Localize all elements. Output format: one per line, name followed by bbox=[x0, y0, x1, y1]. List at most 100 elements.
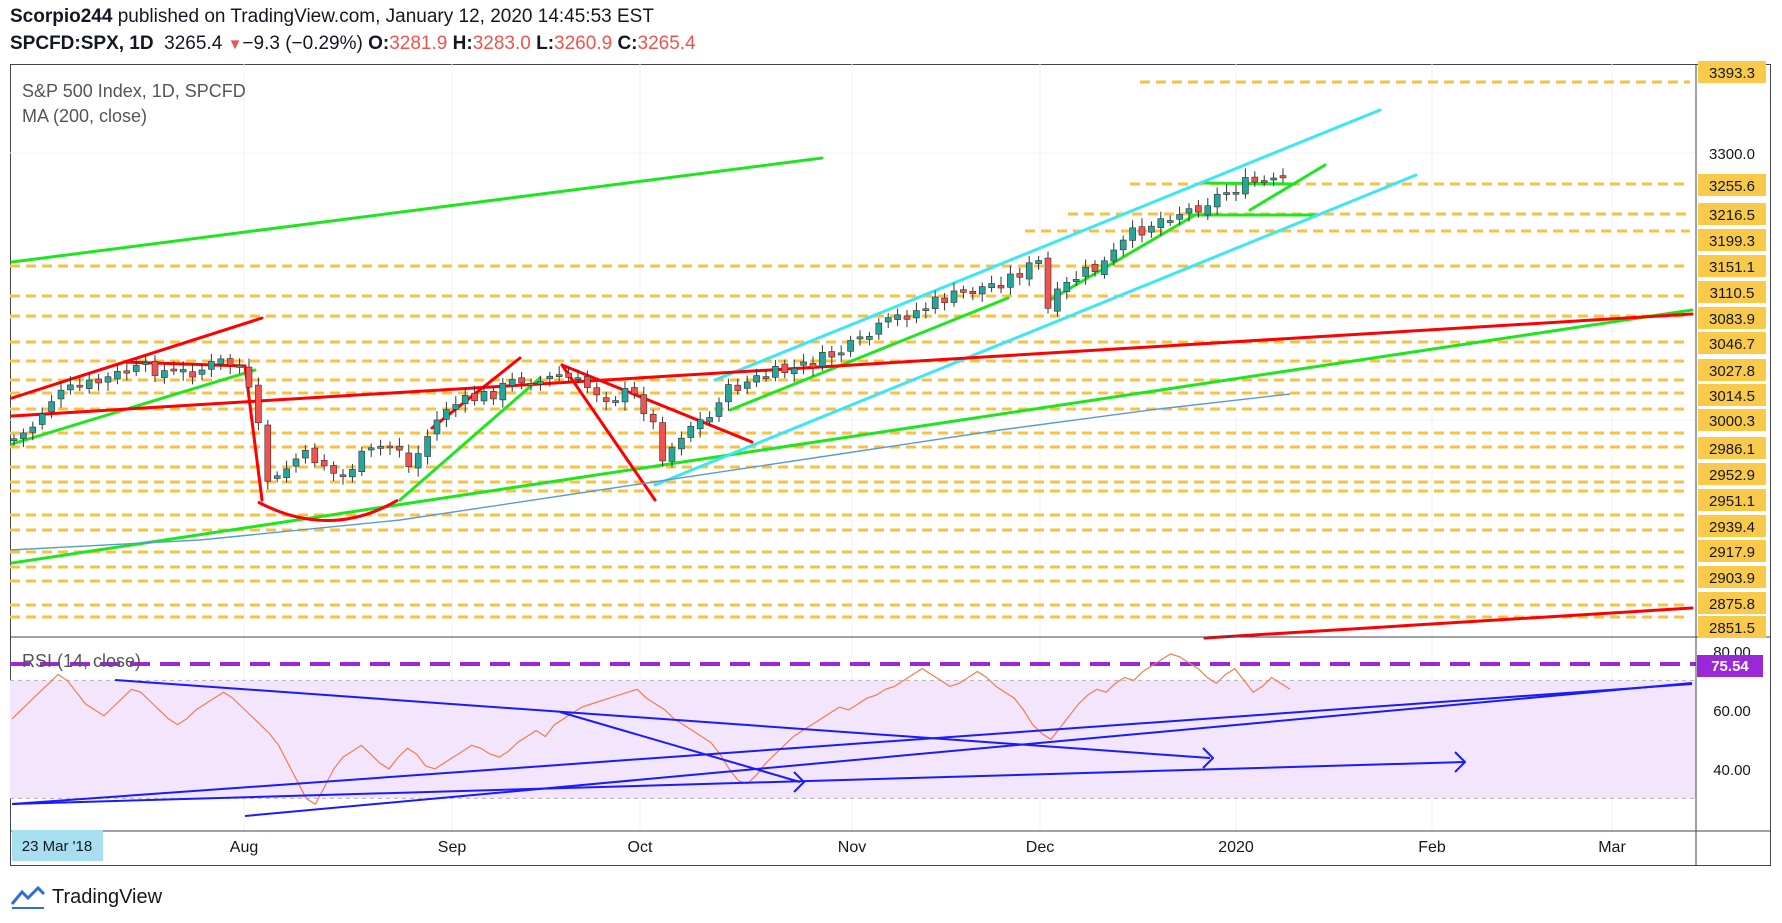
trendline-red-arc bbox=[257, 498, 399, 522]
candle-body bbox=[95, 378, 102, 384]
candle-body bbox=[621, 388, 629, 403]
price-tick-label: 2903.9 bbox=[1709, 570, 1755, 587]
time-tick-label: Aug bbox=[230, 839, 258, 856]
trendline-green bbox=[1048, 213, 1197, 302]
trendline-green bbox=[1248, 163, 1327, 212]
candle-body bbox=[659, 422, 666, 462]
rsi-band bbox=[10, 662, 1696, 799]
rsi-value-label: 75.54 bbox=[1711, 658, 1749, 675]
price-tick-label: 3046.7 bbox=[1709, 336, 1755, 353]
price-tick-label: 3014.5 bbox=[1709, 388, 1755, 405]
down-arrow-icon: ▼ bbox=[227, 36, 243, 53]
horizontal-levels bbox=[10, 80, 1690, 619]
candle-body bbox=[236, 365, 243, 368]
candle-body bbox=[1091, 263, 1099, 272]
time-axis[interactable]: Aug Sep Oct Nov Dec 2020 Feb Mar bbox=[230, 839, 1627, 856]
candle-body bbox=[1138, 226, 1146, 236]
candle-body bbox=[396, 446, 403, 451]
candle-body bbox=[85, 379, 93, 389]
candle-body bbox=[1035, 260, 1042, 264]
candle-body bbox=[433, 419, 441, 435]
tradingview-logo-icon bbox=[10, 885, 46, 909]
candle-body bbox=[67, 384, 74, 391]
trendline-red bbox=[560, 363, 657, 502]
candle-body bbox=[1176, 214, 1183, 220]
candle-body bbox=[508, 379, 516, 386]
main-pane-title: S&P 500 Index, 1D, SPCFD bbox=[22, 81, 246, 101]
price-tick-label: 3000.3 bbox=[1709, 413, 1755, 430]
candle-body bbox=[48, 401, 55, 413]
high-value: 3283.0 bbox=[472, 33, 531, 54]
high-label: H: bbox=[452, 33, 473, 54]
candle-body bbox=[1016, 273, 1024, 278]
time-tick-label: Sep bbox=[438, 839, 467, 856]
symbol-label[interactable]: SPCFD:SPX, 1D bbox=[10, 33, 154, 54]
arrow-head-icon bbox=[1202, 747, 1215, 769]
trendline-red bbox=[560, 363, 754, 444]
candle-body bbox=[245, 366, 253, 388]
channel-cyan bbox=[653, 173, 1418, 487]
price-level-badge bbox=[1698, 359, 1766, 381]
candle-body bbox=[546, 375, 554, 380]
trendline-green bbox=[1203, 181, 1297, 186]
price-tick-label: 2875.8 bbox=[1709, 596, 1755, 613]
price-level-badge bbox=[1698, 409, 1766, 431]
price-tick-label: 2917.9 bbox=[1709, 544, 1755, 561]
price-level-badge bbox=[1698, 307, 1766, 329]
low-label: L: bbox=[536, 33, 555, 54]
price-level-badge bbox=[1698, 229, 1766, 251]
candle-body bbox=[377, 446, 384, 449]
rsi-drawings[interactable] bbox=[11, 679, 1693, 817]
candle-body bbox=[602, 397, 610, 402]
candle-body bbox=[781, 363, 789, 374]
footer-brand[interactable]: TradingView bbox=[10, 884, 162, 910]
candle-body bbox=[753, 375, 760, 383]
candle-body bbox=[922, 308, 930, 312]
candle-body bbox=[255, 384, 262, 424]
candle-body bbox=[847, 340, 854, 352]
price-tick-label: 3027.8 bbox=[1709, 363, 1755, 380]
candle-body bbox=[311, 447, 319, 464]
price-level-badge bbox=[1698, 61, 1766, 83]
candle-body bbox=[123, 370, 131, 374]
candle-body bbox=[884, 317, 892, 323]
candle-body bbox=[1044, 257, 1052, 309]
candle-body bbox=[226, 358, 234, 366]
candle-body bbox=[292, 458, 300, 467]
candle-body bbox=[1072, 278, 1080, 282]
trendline-drawings[interactable] bbox=[10, 108, 1694, 640]
candle-body bbox=[104, 376, 112, 383]
time-tick-label: Mar bbox=[1598, 839, 1626, 856]
price-tick-label: 3083.9 bbox=[1709, 311, 1755, 328]
candle-body bbox=[1204, 205, 1212, 216]
candle-body bbox=[1054, 288, 1061, 312]
candle-body bbox=[132, 364, 140, 372]
author-name[interactable]: Scorpio244 bbox=[10, 6, 113, 27]
crosshair-date-label: 23 Mar '18 bbox=[22, 838, 92, 855]
rsi-trendline bbox=[244, 682, 1693, 817]
candle-body bbox=[537, 381, 544, 385]
chart-frame bbox=[10, 64, 1771, 866]
candle-body bbox=[819, 352, 826, 367]
candle-body bbox=[790, 367, 798, 375]
trendline-green bbox=[10, 156, 824, 264]
candle-body bbox=[198, 369, 206, 375]
candle-body bbox=[386, 445, 394, 449]
time-tick-label: Feb bbox=[1418, 839, 1446, 856]
candle-body bbox=[903, 315, 911, 320]
time-tick-label: Oct bbox=[628, 839, 653, 856]
candle-body bbox=[179, 369, 187, 373]
price-tick-label: 3300.0 bbox=[1709, 146, 1755, 163]
candle-body bbox=[593, 387, 601, 396]
candle-body bbox=[367, 447, 375, 451]
candle-body bbox=[1260, 180, 1268, 183]
candle-body bbox=[913, 310, 920, 319]
candle-body bbox=[76, 384, 84, 388]
rsi-series-line bbox=[11, 653, 1291, 806]
candle-body bbox=[988, 283, 995, 289]
candle-body bbox=[1166, 220, 1174, 223]
open-value: 3281.9 bbox=[389, 33, 448, 54]
time-tick-label: Dec bbox=[1026, 839, 1054, 856]
price-axis[interactable]: 3393.3 3300.0 3255.6 3216.5 3199.3 3151.1 3110… bbox=[1698, 61, 1766, 638]
